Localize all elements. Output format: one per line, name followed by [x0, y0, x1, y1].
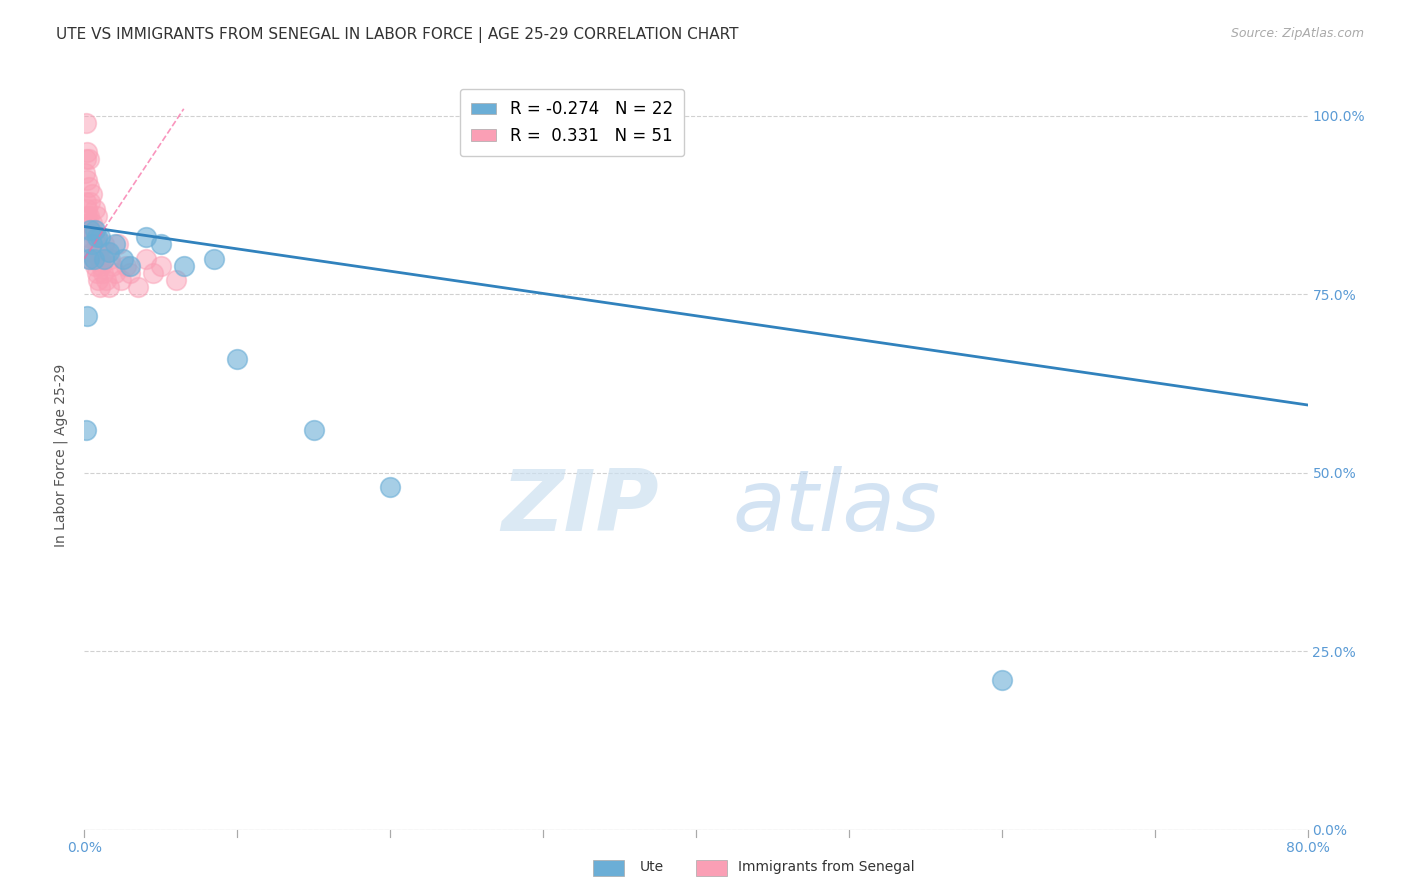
Point [97, 280, 120, 294]
Point [120, 259, 142, 273]
Point [135, 230, 157, 244]
Point [79, 223, 101, 237]
Point [77, 252, 100, 266]
Point [75, 423, 97, 437]
Point [80, 187, 103, 202]
Point [142, 266, 165, 280]
Point [380, 480, 402, 494]
Point [149, 259, 172, 273]
Y-axis label: In Labor Force | Age 25-29: In Labor Force | Age 25-29 [53, 363, 69, 547]
Point [104, 237, 127, 252]
Point [79, 223, 101, 237]
Point [86, 230, 108, 244]
Point [83, 252, 105, 266]
Point [76, 173, 98, 187]
Point [89, 230, 111, 244]
Point [111, 252, 134, 266]
Text: atlas: atlas [733, 466, 941, 549]
Point [75, 166, 97, 180]
Point [80, 244, 103, 259]
Point [79, 252, 101, 266]
Point [89, 252, 111, 266]
Point [98, 252, 121, 266]
Point [79, 223, 101, 237]
Point [76, 145, 98, 159]
Point [76, 309, 98, 323]
Point [76, 230, 98, 244]
Point [101, 259, 124, 273]
Point [75, 152, 97, 166]
Point [86, 237, 108, 252]
Point [202, 252, 225, 266]
Point [165, 273, 187, 287]
Point [76, 209, 98, 223]
Point [135, 252, 157, 266]
Text: ZIP: ZIP [502, 466, 659, 549]
Point [89, 280, 111, 294]
Point [77, 237, 100, 252]
Point [80, 237, 103, 252]
Point [110, 273, 132, 287]
Point [91, 266, 114, 280]
Point [75, 116, 97, 130]
Point [991, 673, 1014, 687]
Point [97, 244, 120, 259]
Point [127, 280, 149, 294]
Point [77, 209, 100, 223]
Point [93, 237, 115, 252]
Text: Ute: Ute [640, 860, 664, 874]
Point [104, 266, 127, 280]
Point [87, 273, 110, 287]
Point [80, 216, 103, 230]
Point [93, 252, 115, 266]
Point [79, 194, 101, 209]
Point [120, 266, 142, 280]
Point [87, 244, 110, 259]
Point [84, 202, 107, 216]
Point [77, 152, 100, 166]
Point [83, 223, 105, 237]
Point [302, 423, 325, 437]
Text: Immigrants from Senegal: Immigrants from Senegal [738, 860, 915, 874]
Text: Source: ZipAtlas.com: Source: ZipAtlas.com [1230, 27, 1364, 40]
Point [77, 180, 100, 194]
Point [86, 209, 108, 223]
Point [96, 244, 118, 259]
Point [75, 194, 97, 209]
Point [114, 259, 136, 273]
Point [84, 223, 107, 237]
Point [94, 273, 117, 287]
Legend: R = -0.274   N = 22, R =  0.331   N = 51: R = -0.274 N = 22, R = 0.331 N = 51 [460, 88, 685, 156]
Point [76, 202, 98, 216]
Point [107, 237, 129, 252]
Point [149, 237, 172, 252]
Point [84, 259, 107, 273]
Point [226, 351, 249, 366]
Point [83, 252, 105, 266]
Point [84, 230, 107, 244]
Point [86, 266, 108, 280]
Point [90, 259, 112, 273]
Point [77, 216, 100, 230]
Point [173, 259, 195, 273]
Text: UTE VS IMMIGRANTS FROM SENEGAL IN LABOR FORCE | AGE 25-29 CORRELATION CHART: UTE VS IMMIGRANTS FROM SENEGAL IN LABOR … [56, 27, 738, 43]
